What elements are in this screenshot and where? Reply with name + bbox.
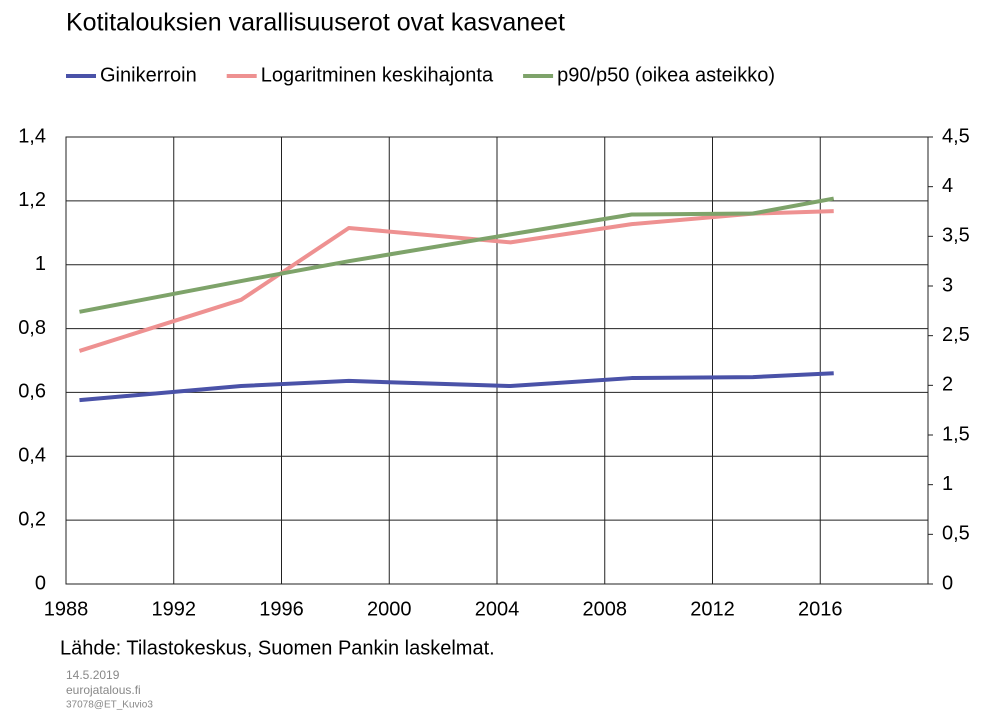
legend-label: p90/p50 (oikea asteikko) (557, 64, 775, 86)
y2-tick-label: 2 (942, 374, 953, 396)
legend-label: Logaritminen keskihajonta (261, 64, 494, 86)
y-tick-label: 0,8 (18, 317, 46, 339)
y-tick-label: 0 (35, 572, 46, 594)
series-line (79, 371, 834, 403)
legend-label: Ginikerroin (100, 64, 197, 86)
x-tick-label: 1988 (44, 598, 89, 620)
chart-title: Kotitalouksien varallisuuserot ovat kasv… (66, 9, 565, 37)
y-tick-label: 1,4 (18, 125, 46, 147)
x-tick-label: 2000 (367, 598, 412, 620)
y-tick-label: 1,2 (18, 189, 46, 211)
y2-tick-label: 4 (942, 175, 953, 197)
x-tick-label: 2008 (583, 598, 628, 620)
y-tick-label: 0,4 (18, 445, 46, 467)
series-line (79, 196, 835, 314)
source: Lähde: Tilastokeskus, Suomen Pankin lask… (60, 637, 495, 659)
footer-code: 37078@ET_Kuvio3 (66, 700, 153, 711)
x-tick-label: 2016 (798, 598, 843, 620)
y-tick-label: 1 (35, 253, 46, 275)
y2-tick-label: 3 (942, 274, 953, 296)
y-tick-label: 0,2 (18, 508, 46, 530)
footer-date: 14.5.2019 (66, 668, 120, 682)
y2-tick-label: 3,5 (942, 225, 970, 247)
y-tick-label: 0,6 (18, 381, 46, 403)
series-line (78, 209, 834, 353)
y2-tick-label: 2,5 (942, 324, 970, 346)
y2-tick-label: 0 (942, 572, 953, 594)
x-tick-label: 2012 (690, 598, 735, 620)
x-tick-label: 2004 (475, 598, 520, 620)
y2-tick-label: 0,5 (942, 523, 970, 545)
y2-tick-label: 4,5 (942, 125, 970, 147)
x-tick-label: 1996 (259, 598, 304, 620)
footer-site: eurojatalous.fi (66, 683, 141, 697)
y2-tick-label: 1,5 (942, 423, 970, 445)
x-tick-label: 1992 (152, 598, 197, 620)
y2-tick-label: 1 (942, 473, 953, 495)
